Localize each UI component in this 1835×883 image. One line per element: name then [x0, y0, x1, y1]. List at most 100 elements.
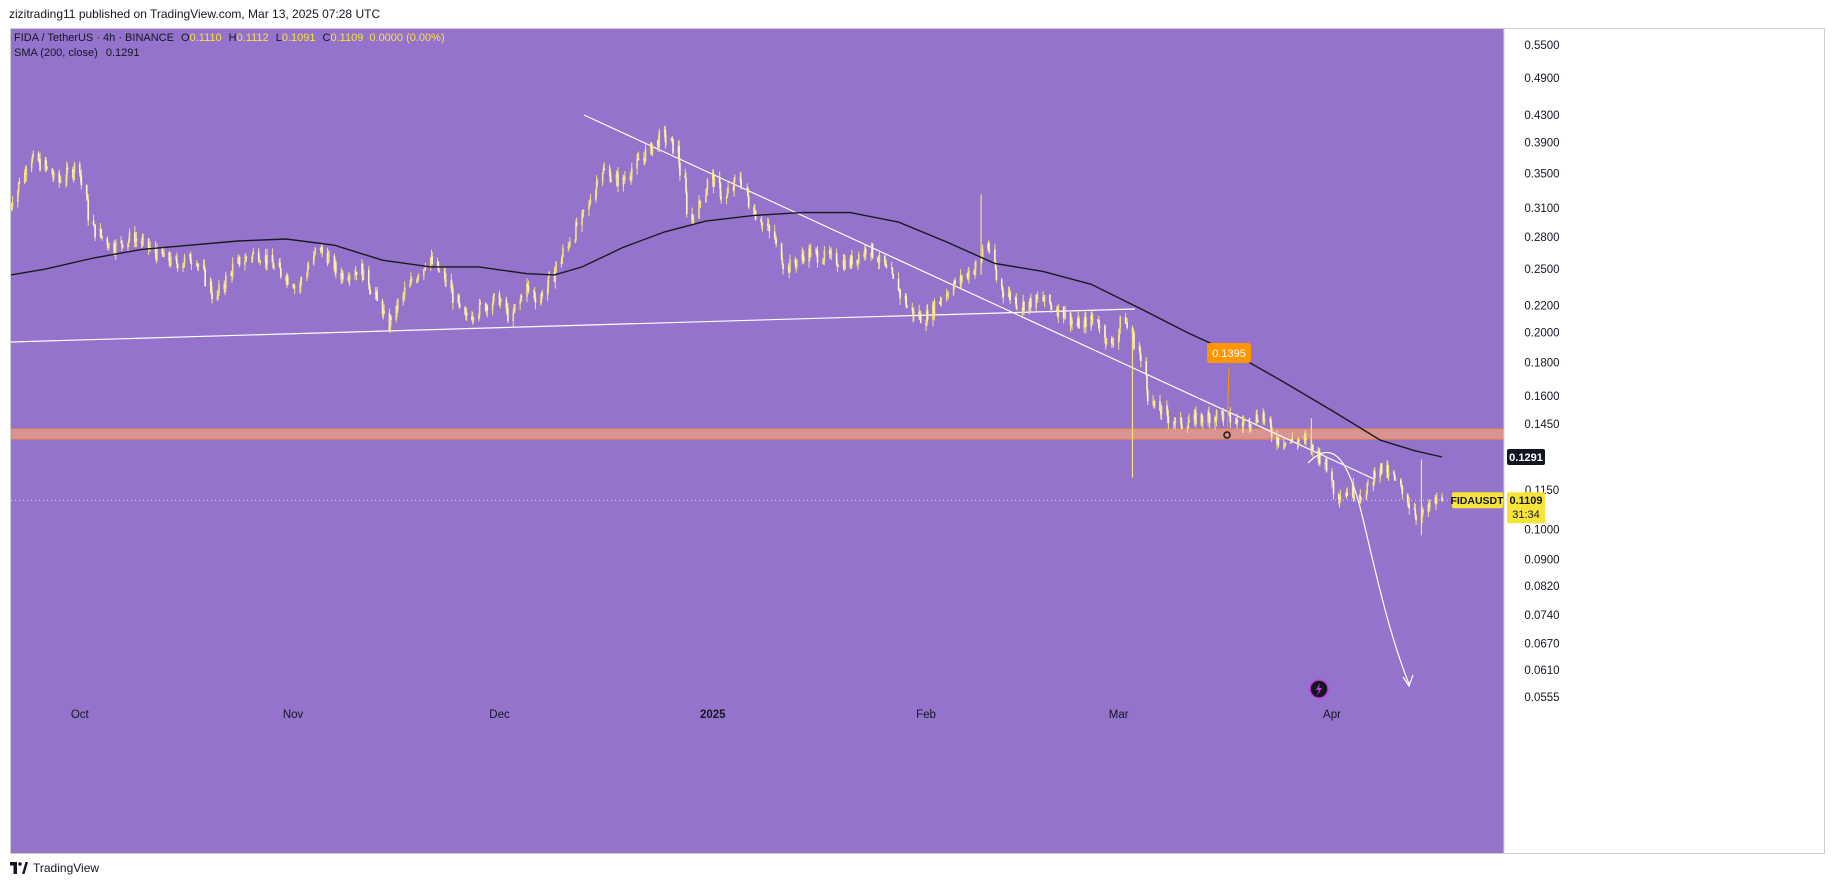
- tradingview-logo-icon: [10, 862, 28, 874]
- candle-body: [204, 269, 206, 287]
- candle-body: [471, 318, 474, 321]
- candle-body: [1291, 438, 1294, 442]
- candle-body: [1139, 347, 1141, 355]
- candle-body: [217, 293, 219, 295]
- ohlc-o-label: O: [181, 32, 190, 44]
- candle-body: [1360, 498, 1362, 500]
- candle-body: [569, 241, 571, 247]
- candle-body: [66, 167, 69, 170]
- candle-body: [500, 299, 502, 302]
- candle-body: [698, 200, 700, 219]
- candle-body: [610, 179, 612, 182]
- candle-body: [727, 187, 729, 194]
- price-tick-label: 0.2500: [1524, 264, 1559, 276]
- candle-body: [465, 312, 468, 317]
- candle-body: [1415, 515, 1417, 521]
- marker-point[interactable]: [1223, 431, 1231, 439]
- candle-body: [1195, 412, 1197, 425]
- candle-body: [65, 179, 67, 182]
- candle-body: [1167, 416, 1170, 423]
- candle-body: [492, 295, 495, 305]
- candle-body: [11, 205, 13, 209]
- candle-body: [211, 292, 213, 300]
- candle-body: [844, 259, 846, 270]
- candle-body: [1221, 410, 1223, 413]
- candle-body: [1124, 316, 1127, 324]
- candle-body: [1421, 510, 1424, 518]
- candle-body: [156, 248, 158, 261]
- candle-body: [940, 298, 943, 301]
- candle-body: [1414, 509, 1417, 516]
- chart-frame[interactable]: 0.1395 FIDA / TetherUS · 4h · BINANCE O0…: [10, 28, 1825, 854]
- candle-body: [1289, 442, 1292, 444]
- candle-body: [1365, 493, 1368, 500]
- candle-body: [147, 238, 150, 249]
- candle-body: [1036, 297, 1039, 299]
- candle-body: [203, 265, 206, 270]
- candle-body: [823, 250, 826, 261]
- candle-body: [292, 284, 294, 286]
- last-price-text: 0.1109: [1509, 495, 1542, 507]
- candle-body: [410, 279, 412, 285]
- candle-body: [1111, 338, 1113, 344]
- candle-body: [1000, 279, 1003, 287]
- candle-body: [952, 286, 955, 295]
- candle-body: [891, 268, 894, 275]
- candle-body: [1374, 471, 1376, 478]
- candle-body: [225, 275, 227, 289]
- candle-body: [169, 256, 172, 265]
- candle-body: [678, 146, 680, 164]
- candle-body: [1228, 411, 1231, 413]
- candle-body: [257, 251, 260, 260]
- publisher-header: zizitrading11 published on TradingView.c…: [0, 0, 1835, 28]
- candle-body: [899, 289, 901, 299]
- candle-body: [59, 180, 62, 182]
- candle-body: [512, 312, 515, 322]
- candle-body: [1126, 322, 1128, 328]
- candle-body: [1270, 426, 1273, 438]
- candle-body: [981, 248, 984, 258]
- candle-body: [280, 268, 282, 277]
- candle-body: [80, 175, 83, 186]
- candle-body: [1277, 437, 1280, 445]
- price-axis[interactable]: 0.5500 0.4900 0.4300 0.3900 0.3500 0.3100 0.28…: [1450, 29, 1824, 853]
- candle-body: [726, 193, 729, 198]
- candle-body: [670, 137, 673, 142]
- candle-body: [664, 129, 667, 142]
- candle-body: [1091, 315, 1093, 320]
- candle-body: [32, 153, 34, 157]
- symbol-line: FIDA / TetherUS · 4h · BINANCE: [14, 32, 174, 44]
- candle-body: [987, 243, 990, 251]
- candle-body: [161, 248, 164, 254]
- candle-body: [691, 213, 693, 222]
- candle-body: [1119, 316, 1122, 329]
- candle-body: [780, 243, 783, 259]
- candle-body: [1105, 338, 1108, 344]
- candle-body: [782, 264, 784, 270]
- candle-body: [1408, 503, 1411, 509]
- candle-body: [828, 250, 831, 255]
- price-tick-label: 0.4900: [1524, 73, 1559, 85]
- candle-body: [822, 260, 825, 263]
- candle-body: [1387, 471, 1390, 476]
- candle-body: [163, 252, 165, 257]
- price-tick-label: 0.1450: [1524, 419, 1559, 431]
- candle-body: [1118, 328, 1121, 335]
- candle-body: [526, 283, 529, 287]
- candle-body: [692, 218, 695, 220]
- support-trendline[interactable]: [11, 308, 1136, 343]
- candle-body: [1112, 342, 1115, 344]
- candle-body: [395, 305, 398, 321]
- candle-body: [381, 300, 384, 315]
- candle-body: [266, 254, 268, 265]
- marker-label-box[interactable]: [1207, 343, 1251, 363]
- price-chart[interactable]: 0.1395 FIDA / TetherUS · 4h · BINANCE O0…: [11, 29, 1824, 853]
- candle-body: [835, 253, 838, 265]
- projection-curve[interactable]: [1307, 451, 1410, 685]
- time-axis[interactable]: Oct Nov Dec 2025 Feb Mar Apr: [11, 702, 1504, 853]
- candle-body: [114, 241, 117, 254]
- candle-body: [383, 310, 385, 314]
- price-tick-label: 0.0740: [1524, 610, 1559, 622]
- candle-body: [637, 158, 640, 161]
- candle-body: [1234, 422, 1237, 424]
